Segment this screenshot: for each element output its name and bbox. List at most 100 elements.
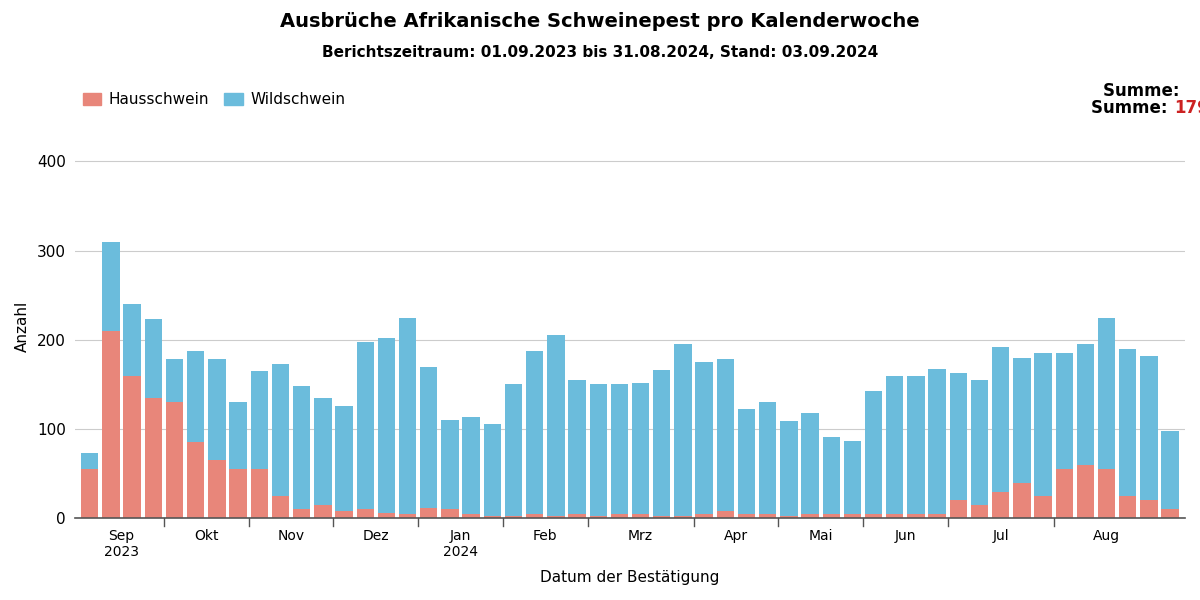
Bar	[696, 362, 713, 514]
Bar	[547, 335, 564, 515]
Bar	[716, 359, 734, 511]
Bar	[82, 453, 98, 469]
Bar	[335, 406, 353, 511]
Text: Summe:: Summe:	[1091, 98, 1174, 116]
Bar	[569, 380, 586, 514]
Bar	[229, 469, 247, 518]
Bar	[929, 369, 946, 514]
Bar	[632, 514, 649, 518]
Bar	[166, 359, 184, 402]
Text: Ausbrüche Afrikanische Schweinepest pro Kalenderwoche: Ausbrüche Afrikanische Schweinepest pro …	[280, 12, 920, 31]
Text: Summe:: Summe:	[1103, 82, 1186, 100]
Bar	[1013, 482, 1031, 518]
Bar	[589, 385, 607, 515]
Bar	[844, 514, 862, 518]
Bar	[971, 380, 989, 505]
Bar	[589, 515, 607, 518]
Bar	[145, 398, 162, 518]
Bar	[1162, 509, 1178, 518]
Bar	[251, 371, 268, 469]
Bar	[949, 500, 967, 518]
Bar	[293, 509, 311, 518]
Bar	[802, 413, 818, 514]
Bar	[632, 383, 649, 514]
Text: Berichtszeitraum: 01.09.2023 bis 31.08.2024, Stand: 03.09.2024: Berichtszeitraum: 01.09.2023 bis 31.08.2…	[322, 45, 878, 60]
Bar	[335, 511, 353, 518]
Y-axis label: Anzahl: Anzahl	[14, 301, 30, 352]
Bar	[1140, 500, 1158, 518]
Bar	[674, 344, 691, 515]
Bar	[1120, 496, 1136, 518]
Bar	[822, 514, 840, 518]
Bar	[420, 367, 438, 508]
Bar	[356, 509, 374, 518]
Bar	[271, 496, 289, 518]
Bar	[1034, 353, 1051, 496]
Bar	[674, 515, 691, 518]
Bar	[738, 514, 755, 518]
Bar	[865, 391, 882, 514]
Bar	[356, 341, 374, 509]
Bar	[314, 505, 331, 518]
Bar	[886, 376, 904, 514]
Bar	[569, 514, 586, 518]
Bar	[611, 514, 628, 518]
Bar	[124, 376, 140, 518]
Bar	[442, 509, 458, 518]
Bar	[1076, 344, 1094, 465]
Bar	[1056, 469, 1073, 518]
Bar	[653, 370, 671, 515]
Bar	[802, 514, 818, 518]
Bar	[1140, 356, 1158, 500]
Bar	[949, 373, 967, 500]
Bar	[758, 514, 776, 518]
Bar	[992, 491, 1009, 518]
Bar	[611, 385, 628, 514]
Bar	[758, 402, 776, 514]
Bar	[378, 513, 395, 518]
Bar	[398, 317, 416, 514]
Bar	[1056, 353, 1073, 469]
Bar	[653, 515, 671, 518]
Bar	[526, 352, 544, 514]
X-axis label: Datum der Bestätigung: Datum der Bestätigung	[540, 570, 720, 585]
Bar	[716, 511, 734, 518]
Bar	[1098, 469, 1115, 518]
Bar	[1120, 349, 1136, 496]
Bar	[229, 402, 247, 469]
Bar	[484, 424, 500, 515]
Bar	[1013, 358, 1031, 482]
Bar	[251, 469, 268, 518]
Bar	[420, 508, 438, 518]
Bar	[102, 331, 120, 518]
Bar	[1034, 496, 1051, 518]
Bar	[209, 460, 226, 518]
Bar	[82, 469, 98, 518]
Bar	[696, 514, 713, 518]
Bar	[293, 386, 311, 509]
Bar	[505, 385, 522, 515]
Bar	[378, 338, 395, 513]
Bar	[1098, 317, 1115, 469]
Bar	[526, 514, 544, 518]
Bar	[314, 398, 331, 505]
Bar	[1076, 465, 1094, 518]
Bar	[886, 514, 904, 518]
Bar	[992, 347, 1009, 491]
Bar	[971, 505, 989, 518]
Bar	[780, 515, 798, 518]
Bar	[442, 420, 458, 509]
Bar	[124, 304, 140, 376]
Bar	[271, 364, 289, 496]
Bar	[187, 442, 204, 518]
Bar	[822, 437, 840, 514]
Bar	[145, 319, 162, 398]
Bar	[907, 376, 925, 514]
Bar	[166, 402, 184, 518]
Bar	[865, 514, 882, 518]
Bar	[1162, 431, 1178, 509]
Bar	[102, 242, 120, 331]
Bar	[398, 514, 416, 518]
Bar	[780, 421, 798, 515]
Bar	[505, 515, 522, 518]
